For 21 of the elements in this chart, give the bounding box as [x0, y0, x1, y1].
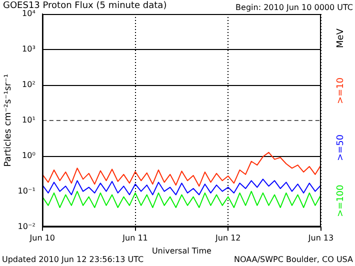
x-tick-label: Jun 10 [28, 234, 56, 243]
y-tick-label: 10⁻¹ [18, 186, 36, 196]
y-axis-title: Particles cm⁻²s⁻¹sr⁻¹ [4, 74, 14, 167]
x-tick-label: Jun 11 [122, 234, 148, 243]
x-axis-title: Universal Time [152, 246, 212, 256]
text: >=50 [336, 134, 346, 161]
legend-title: MeV [336, 28, 346, 48]
y-tick-label: 10⁰ [22, 150, 36, 160]
y-tick-label: 10³ [22, 44, 36, 54]
text: >=100 [336, 184, 346, 217]
y-tick-label: 10⁻² [18, 222, 36, 231]
y-tick-label: 10⁴ [22, 9, 36, 18]
y-tick-label: 10¹ [22, 115, 36, 124]
y-tick-label: 10² [22, 80, 36, 90]
chart-title: GOES13 Proton Flux (5 minute data) [3, 1, 167, 11]
text: Updated 2010 Jun 12 23:56:13 UTC [2, 255, 144, 264]
text: NOAA/SWPC Boulder, CO USA [234, 255, 353, 264]
text: Begin: 2010 Jun 10 0000 UTC [236, 3, 353, 12]
x-tick-label: Jun 12 [214, 234, 241, 243]
text: >=10 [336, 78, 346, 104]
x-tick-label: Jun 13 [307, 234, 334, 243]
